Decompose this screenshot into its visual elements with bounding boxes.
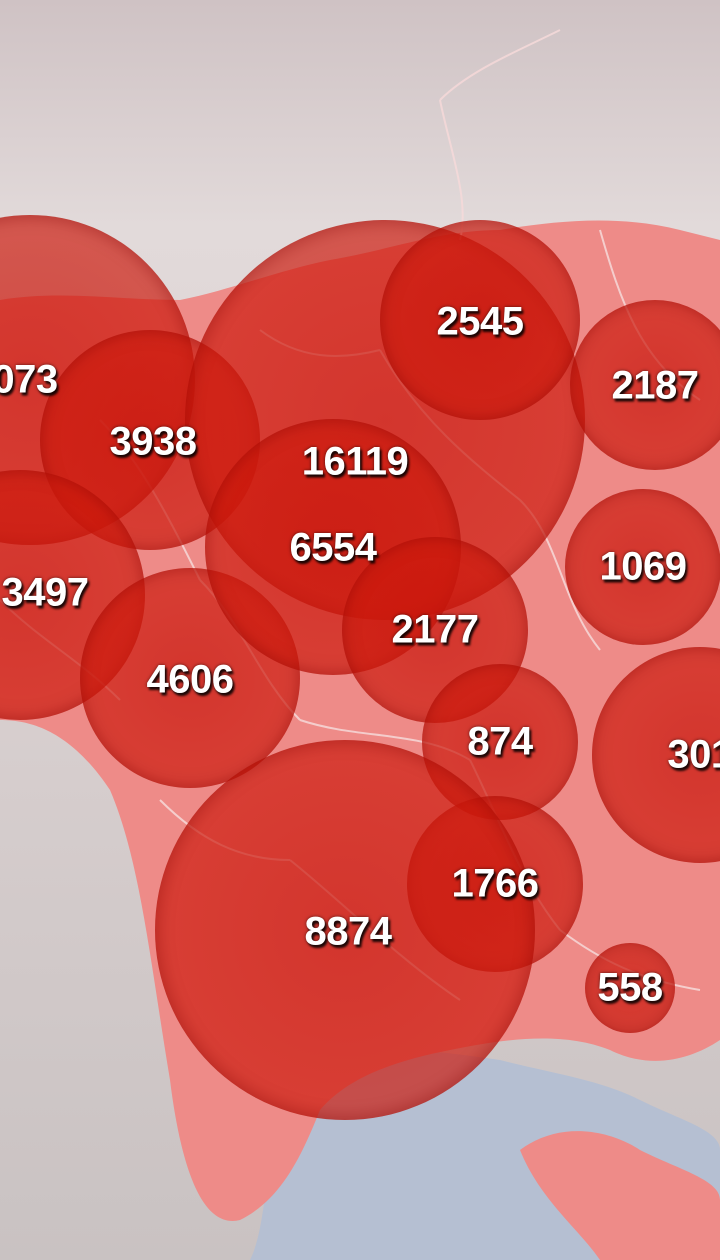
case-count-label: 2187	[611, 363, 699, 408]
case-count-label: 16119	[301, 439, 409, 484]
case-count-label: 1766	[451, 861, 539, 906]
region-bubble	[155, 740, 535, 1120]
case-count-label: 3938	[109, 419, 197, 464]
case-count-label: 4606	[146, 657, 234, 702]
case-count-label: 874	[467, 719, 533, 764]
case-count-label: 301	[667, 732, 720, 777]
case-count-label: 3497	[1, 570, 89, 615]
region-bubble	[585, 943, 675, 1033]
case-count-label: 1069	[599, 544, 687, 589]
case-count-label: 073	[0, 357, 58, 402]
case-count-label: 558	[597, 965, 663, 1010]
case-count-label: 6554	[289, 525, 377, 570]
case-count-label: 2177	[391, 607, 479, 652]
region-bubble	[570, 300, 720, 470]
case-count-label: 2545	[436, 299, 524, 344]
peninsula-area	[520, 1131, 720, 1260]
region-bubble	[565, 489, 720, 645]
case-count-label: 8874	[304, 909, 392, 954]
region-bubble	[380, 220, 580, 420]
